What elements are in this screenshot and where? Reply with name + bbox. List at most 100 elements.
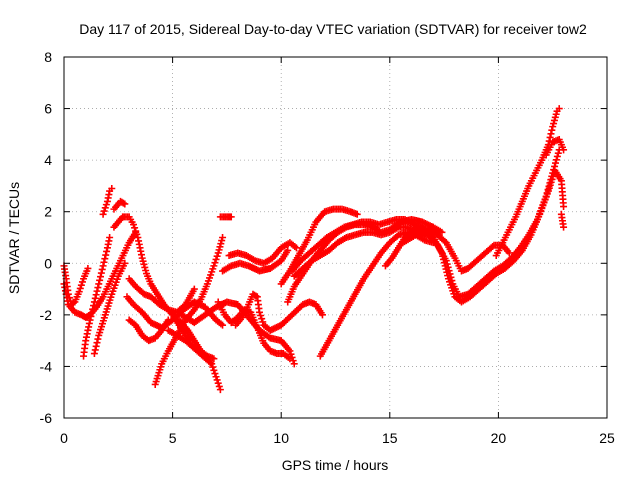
- data-point: [441, 262, 449, 270]
- data-point: [102, 201, 110, 209]
- data-point: [88, 309, 96, 317]
- data-point: [90, 302, 98, 310]
- series-arc-16: [214, 298, 294, 363]
- data-point: [552, 156, 560, 164]
- data-point: [215, 382, 223, 390]
- series-arc-27: [412, 166, 568, 306]
- series-arc-20: [277, 205, 361, 288]
- data-point: [164, 316, 172, 324]
- data-point: [443, 268, 451, 276]
- data-point: [560, 203, 568, 211]
- series-arc-3: [80, 234, 114, 360]
- y-tick-label: 2: [44, 204, 52, 220]
- data-point: [442, 265, 450, 273]
- data-point: [227, 213, 235, 221]
- data-point: [101, 204, 109, 212]
- data-point: [212, 373, 220, 381]
- data-point: [90, 350, 98, 358]
- y-tick-label: 8: [44, 49, 52, 65]
- series-arc-10: [125, 316, 172, 345]
- data-point: [103, 247, 111, 255]
- data-point: [489, 243, 497, 251]
- data-point: [257, 312, 265, 320]
- data-point: [133, 230, 141, 238]
- series-arc-17: [232, 290, 326, 334]
- data-point: [106, 234, 114, 241]
- data-point: [121, 259, 129, 267]
- data-point: [209, 363, 217, 371]
- x-tick-label: 15: [382, 430, 398, 446]
- plot-frame: [63, 56, 608, 419]
- data-point: [130, 221, 138, 229]
- data-point: [75, 288, 83, 296]
- series-arc-9: [125, 275, 198, 316]
- series-arc-30: [557, 210, 568, 231]
- data-point: [94, 335, 102, 343]
- data-point: [95, 280, 103, 288]
- data-point: [258, 315, 266, 323]
- data-point: [505, 249, 513, 257]
- y-tick-label: -6: [40, 410, 53, 426]
- data-point: [553, 152, 561, 160]
- data-point: [444, 272, 452, 280]
- data-point: [560, 223, 568, 231]
- data-point: [213, 252, 221, 260]
- x-tick-label: 25: [599, 430, 615, 446]
- chart-title: Day 117 of 2015, Sidereal Day-to-day VTE…: [79, 21, 587, 37]
- series-arc-18: [225, 239, 300, 267]
- data-point: [132, 227, 140, 235]
- data-point: [440, 259, 448, 267]
- data-point: [121, 200, 129, 208]
- data-point: [91, 346, 99, 354]
- data-point: [439, 252, 447, 260]
- data-point: [76, 284, 84, 292]
- data-point: [213, 376, 221, 384]
- data-point: [92, 291, 100, 299]
- data-point: [94, 284, 102, 292]
- series-arc-5: [99, 185, 116, 218]
- data-point: [87, 312, 95, 320]
- data-point: [219, 321, 227, 329]
- data-point: [92, 342, 100, 350]
- data-point: [99, 210, 107, 218]
- data-point: [98, 265, 106, 273]
- data-point: [90, 298, 98, 306]
- data-point: [211, 370, 219, 378]
- data-point: [546, 133, 554, 141]
- data-point: [547, 130, 555, 138]
- data-point: [212, 255, 220, 263]
- y-tick-label: -4: [40, 358, 53, 374]
- data-point: [440, 255, 448, 263]
- data-point: [210, 366, 218, 374]
- data-point: [292, 244, 300, 252]
- series-arc-29: [542, 136, 568, 159]
- y-tick-label: 6: [44, 101, 52, 117]
- data-point: [353, 210, 361, 218]
- data-point: [290, 360, 298, 368]
- data-point: [560, 146, 568, 154]
- data-point: [77, 281, 85, 289]
- data-point: [84, 264, 92, 272]
- series-arc-24: [316, 228, 437, 360]
- data-point: [438, 249, 446, 257]
- data-point: [551, 159, 559, 167]
- data-point: [101, 255, 109, 263]
- x-tick-label: 5: [169, 430, 177, 446]
- series-arc-15: [216, 213, 235, 221]
- data-point: [100, 258, 108, 266]
- y-tick-label: 4: [44, 152, 52, 168]
- data-point: [93, 287, 101, 295]
- series-arc-23: [290, 223, 429, 280]
- data-point: [286, 347, 294, 355]
- y-tick-label: 0: [44, 255, 52, 271]
- data-point: [78, 278, 86, 286]
- series-arc-13: [175, 316, 218, 363]
- data-point: [86, 316, 94, 324]
- y-tick-label: -2: [40, 307, 53, 323]
- data-point: [284, 246, 292, 254]
- data-point: [548, 126, 556, 134]
- data-point: [108, 185, 116, 193]
- ticks: 0 5 10 15 20 25 -6 -4 -2 0 2 4 6 8: [40, 49, 615, 446]
- series-arc-4: [90, 259, 129, 358]
